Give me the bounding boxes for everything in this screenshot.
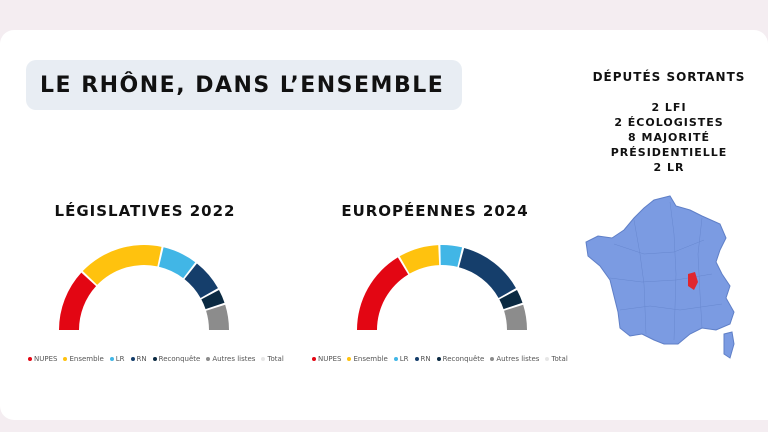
legend-label: Reconquête — [158, 355, 201, 363]
legend-item: Ensemble — [347, 355, 388, 363]
legend-item: RN — [414, 355, 431, 363]
donut-segment-rn — [184, 263, 218, 298]
donut-segment-reconqute — [201, 289, 225, 310]
legend-swatch — [490, 357, 495, 361]
rhone-department-highlight — [688, 272, 698, 290]
donut-segment-reconqute — [499, 289, 523, 310]
chart-title-europeennes: EUROPÉENNES 2024 — [341, 202, 529, 220]
legend-label: NUPES — [34, 355, 58, 363]
legend-swatch — [436, 357, 441, 361]
legend-item: Reconquête — [152, 355, 201, 363]
legend-swatch — [414, 357, 419, 361]
legend-swatch — [152, 357, 157, 361]
legend-label: NUPES — [318, 355, 342, 363]
legend-item: Autres listes — [490, 355, 539, 363]
legend-item: Autres listes — [206, 355, 255, 363]
legend-item: Reconquête — [436, 355, 485, 363]
donut-segment-ensemble — [82, 245, 162, 285]
legend-swatch — [63, 357, 68, 361]
legend-swatch — [393, 357, 398, 361]
deputes-line: 2 LFI — [651, 101, 687, 114]
france-mainland-shape — [585, 195, 735, 345]
corsica-shape — [723, 331, 735, 359]
deputes-line: 8 MAJORITÉ — [628, 131, 710, 144]
donut-segment-ensemble — [399, 245, 440, 274]
chart-title-legislatives: LÉGISLATIVES 2022 — [54, 202, 236, 220]
donut-segment-nupes — [59, 272, 97, 330]
chart-europeennes-2024 — [357, 245, 527, 330]
legend-label: Total — [267, 355, 284, 363]
deputes-line: 2 ÉCOLOGISTES — [614, 116, 724, 129]
legend-label: Ensemble — [69, 355, 104, 363]
legend-item: RN — [130, 355, 147, 363]
legend-label: Total — [551, 355, 568, 363]
page-title: LE RHÔNE, DANS L’ENSEMBLE — [40, 72, 445, 98]
legend-swatch — [312, 357, 316, 361]
legend-item: Total — [261, 355, 284, 363]
legend-item: LR — [393, 355, 409, 363]
department-borders — [609, 201, 723, 341]
legend-swatch — [130, 357, 135, 361]
france-map — [585, 195, 735, 359]
legend-label: LR — [115, 355, 125, 363]
legend-item: NUPES — [28, 355, 57, 363]
legend-label: LR — [399, 355, 409, 363]
legend-swatch — [545, 357, 550, 361]
donut-segment-autreslistes — [504, 304, 527, 330]
donut-segment-lr — [440, 245, 463, 267]
donut-segment-nupes — [357, 257, 409, 330]
legend-swatch — [261, 357, 266, 361]
legend-europeennes: NUPES Ensemble LR RN Reconquête Autres listes… — [312, 355, 568, 363]
legend-item: Ensemble — [63, 355, 104, 363]
legend-item: NUPES — [312, 355, 341, 363]
legend-swatch — [347, 357, 352, 361]
donut-segment-rn — [458, 247, 516, 298]
deputes-line: 2 LR — [653, 161, 685, 174]
deputes-line: PRÉSIDENTIELLE — [610, 146, 728, 159]
legend-legislatives: NUPES Ensemble LR RN Reconquête Autres listes… — [28, 355, 284, 363]
legend-swatch — [109, 357, 114, 361]
donut-segment-lr — [158, 247, 196, 279]
legend-label: Autres listes — [496, 355, 540, 363]
legend-label: Autres listes — [212, 355, 256, 363]
deputes-title: DÉPUTÉS SORTANTS — [592, 70, 746, 84]
deputes-panel: DÉPUTÉS SORTANTS 2 LFI 2 ÉCOLOGISTES 8 M… — [574, 70, 764, 175]
legend-item: LR — [109, 355, 125, 363]
chart-legislatives-2022 — [59, 245, 229, 330]
legend-label: Reconquête — [442, 355, 485, 363]
legend-label: Ensemble — [353, 355, 388, 363]
legend-item: Total — [545, 355, 568, 363]
donut-segment-autreslistes — [206, 304, 229, 330]
title-banner: LE RHÔNE, DANS L’ENSEMBLE — [26, 60, 462, 110]
legend-swatch — [206, 357, 211, 361]
legend-swatch — [28, 357, 32, 361]
legend-label: RN — [136, 355, 147, 363]
legend-label: RN — [420, 355, 431, 363]
